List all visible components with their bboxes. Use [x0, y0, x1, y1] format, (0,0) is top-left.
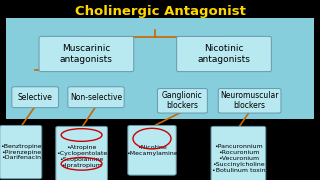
FancyBboxPatch shape — [218, 89, 281, 113]
FancyBboxPatch shape — [6, 18, 314, 119]
Polygon shape — [17, 127, 25, 131]
FancyBboxPatch shape — [68, 87, 124, 108]
Text: Ganglionic
blockers: Ganglionic blockers — [162, 91, 203, 111]
FancyBboxPatch shape — [177, 36, 271, 72]
FancyBboxPatch shape — [56, 126, 107, 180]
Text: Selective: Selective — [18, 93, 52, 102]
FancyBboxPatch shape — [12, 87, 59, 108]
Polygon shape — [148, 127, 156, 131]
Polygon shape — [245, 90, 254, 94]
Text: •Nicotine
•Mecamylamine: •Nicotine •Mecamylamine — [126, 145, 178, 156]
FancyBboxPatch shape — [211, 126, 266, 180]
Text: •Pancuronnium
•Rocuronium
•Vecuronium
•Succinylcholine
•Botulinum toxin: •Pancuronnium •Rocuronium •Vecuronium •S… — [212, 144, 265, 172]
FancyBboxPatch shape — [128, 125, 176, 175]
Polygon shape — [31, 88, 39, 93]
FancyBboxPatch shape — [157, 89, 207, 113]
Text: Nicotinic
antagonists: Nicotinic antagonists — [197, 44, 251, 64]
Text: •Atropine
•Cyclopentolate
•Scopolamine
•Ipratropium: •Atropine •Cyclopentolate •Scopolamine •… — [56, 145, 107, 168]
Polygon shape — [178, 90, 187, 94]
FancyBboxPatch shape — [0, 125, 42, 179]
Text: Non-selective: Non-selective — [70, 93, 122, 102]
Polygon shape — [92, 88, 100, 93]
Text: Neuromuscular
blockers: Neuromuscular blockers — [220, 91, 279, 111]
FancyBboxPatch shape — [39, 36, 134, 72]
Polygon shape — [77, 128, 86, 132]
Text: Cholinergic Antagonist: Cholinergic Antagonist — [75, 5, 245, 18]
Text: •Benztropine
•Pirenzepine
•Darifenacin: •Benztropine •Pirenzepine •Darifenacin — [0, 144, 42, 160]
Polygon shape — [234, 128, 243, 132]
Text: Muscarinic
antagonists: Muscarinic antagonists — [60, 44, 113, 64]
